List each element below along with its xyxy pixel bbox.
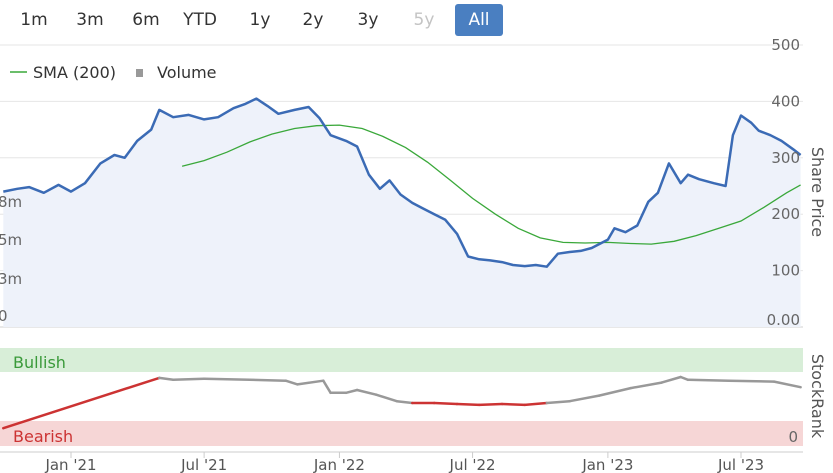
stockrank-segment-25 [679,375,690,382]
stockrank-segment-11 [355,388,378,396]
x-tick-label-4: Jan '23 [581,456,633,473]
stockrank-segment-6 [284,379,299,386]
x-tick-label-2: Jan '22 [313,456,365,473]
range-button-3m[interactable]: 3m [76,10,104,30]
stockrank-axis-title: StockRank [808,354,827,439]
price-line [3,97,802,268]
price-tick-300: 300 [771,149,800,167]
price-axis: 100 200 300 400 500 0.00 Share Price [767,36,827,329]
range-button-all[interactable]: All [455,4,503,36]
volume-tick-3m: 3m [0,270,22,288]
stockrank-segment-28 [772,380,802,389]
price-axis-title: Share Price [808,147,827,237]
stockrank-segment-5 [248,378,288,382]
range-button-1y[interactable]: 1y [249,10,271,30]
stockrank-segment-18 [500,402,527,407]
stockrank-segment-20 [545,399,571,405]
price-tick-200: 200 [771,205,800,223]
stockrank-segment-26 [686,378,731,382]
stockrank-segment-16 [455,402,481,407]
stockrank-segment-17 [477,402,504,407]
volume-axis: 0 3m 5m 8m [0,193,22,325]
stockrank-segment-27 [727,379,776,383]
legend-sma-label: SMA (200) [33,63,116,82]
bullish-label: Bullish [13,353,66,372]
stockrank-segment-24 [660,375,682,384]
price-tick-100: 100 [771,262,800,280]
range-button-3y[interactable]: 3y [357,10,379,30]
stockrank-segment-3 [171,377,206,382]
legend-volume-symbol [136,69,143,77]
stockrank-segment-12 [374,393,399,403]
x-tick-label-3: Jul '22 [449,456,496,473]
x-tick-label-5: Jul '23 [717,456,764,473]
stockrank-segment-1 [2,376,161,430]
stockrank-segment-10 [344,388,359,395]
stockrank-segment-2 [158,376,175,382]
volume-tick-8m: 8m [0,193,22,211]
stockrank-segment-4 [202,377,251,382]
price-area [3,97,802,327]
bullish-band [0,348,803,372]
range-button-1m[interactable]: 1m [20,10,48,30]
range-selector: 1m 3m 6m YTD 1y 2y 3y 5y All [0,0,520,40]
bearish-band [0,421,803,446]
range-button-2y[interactable]: 2y [302,10,324,30]
stockrank-segment-15 [433,401,459,406]
stockrank-segment-22 [597,386,632,397]
price-tick-zero: 0.00 [767,311,800,329]
legend-volume-label: Volume [157,63,217,82]
legend: SMA (200) Volume [10,63,217,82]
range-button-ytd[interactable]: YTD [183,10,217,30]
stockrank-segment-7 [296,379,325,386]
stockrank-tick-0: 0 [788,428,798,446]
x-tick-label-1: Jul '21 [180,456,227,473]
price-tick-500: 500 [771,36,800,54]
price-area-fill [3,98,801,327]
sma-line [181,124,801,245]
stockrank-segment-19 [523,401,549,407]
stockrank-panel: Bullish Bearish 0 StockRank [0,348,827,446]
bearish-label: Bearish [13,427,73,446]
price-tick-400: 400 [771,92,800,110]
volume-tick-5m: 5m [0,231,22,249]
range-button-5y: 5y [413,10,435,30]
stockrank-segment-21 [568,394,601,403]
volume-tick-0: 0 [0,307,8,325]
stockrank-segment-13 [395,399,414,405]
range-button-6m[interactable]: 6m [132,10,160,30]
stockrank-segment-8 [322,379,332,395]
date-axis: Jan '21 Jul '21 Jan '22 Jul '22 Jan '23 Jul '… [0,451,803,473]
x-tick-label-0: Jan '21 [44,456,96,473]
stockrank-segment-23 [629,381,663,390]
